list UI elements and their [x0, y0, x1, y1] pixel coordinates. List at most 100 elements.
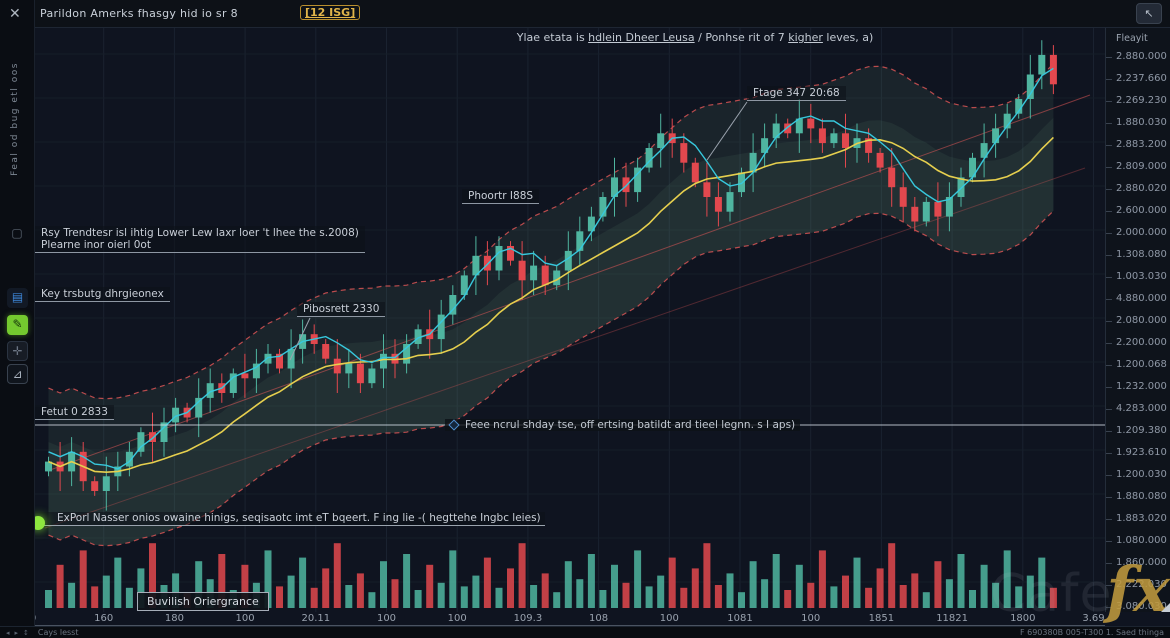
price-tick: [1106, 563, 1112, 564]
price-tick: [1106, 57, 1112, 58]
price-tick: [1106, 123, 1112, 124]
price-tick-label: 4.283.000: [1116, 403, 1167, 414]
price-tick: [1106, 189, 1112, 190]
price-tick-label: 2.080.000: [1116, 315, 1167, 326]
time-axis[interactable]: 016018010020.11100100109.310810010811001…: [30, 612, 1105, 626]
footer-prev-icon[interactable]: ◂: [6, 628, 10, 637]
price-axis-header: Fleayit: [1116, 33, 1148, 44]
price-tick-label: 2.200.000: [1116, 337, 1167, 348]
price-tick-label: 2.269.230: [1116, 95, 1167, 106]
footer-left-label: Cays lesst: [37, 628, 79, 637]
price-tick: [1106, 233, 1112, 234]
time-tick-label: 180: [164, 613, 184, 624]
price-tick: [1106, 607, 1112, 608]
price-tick-label: 1.200.068: [1116, 359, 1167, 370]
price-tick: [1106, 497, 1112, 498]
close-icon[interactable]: ✕: [9, 6, 21, 22]
price-tick: [1106, 343, 1112, 344]
time-tick-label: 100: [659, 613, 679, 624]
footer-right-label: F 690380B 005-T300 1. Saed thinga: [1019, 628, 1164, 637]
price-tick: [1106, 519, 1112, 520]
time-tick-label: 160: [94, 613, 114, 624]
price-tick-label: 2.880.020: [1116, 183, 1167, 194]
top-banner-annotation: Ylae etata is hdlein Dheer Leusa / Ponhs…: [516, 31, 874, 44]
hline-note-annotation: Feee ncrul shday tse, off ertsing batild…: [445, 419, 801, 431]
price-tick: [1106, 299, 1112, 300]
price-tick-label: 3.080.030: [1116, 601, 1167, 612]
price-tick-label: 1.209.380: [1116, 425, 1167, 436]
trend-note-annotation: Rsy Trendtesr isl ihtig Lower Lew laxr l…: [35, 226, 365, 253]
price-tick: [1106, 387, 1112, 388]
title-bar: Parildon Amerks fhasgy hid io sr 8 [12 I…: [0, 0, 1170, 28]
draw-green-tool-icon[interactable]: ✎: [7, 315, 28, 335]
resize-corner[interactable]: [1161, 603, 1170, 612]
price-tick-label: 2.809.000: [1116, 161, 1167, 172]
time-tick-label: 100: [801, 613, 821, 624]
price-tick: [1106, 255, 1112, 256]
price-tick-label: 2.222.030: [1116, 579, 1167, 590]
price-tick-label: 2.237.660: [1116, 73, 1167, 84]
add-tool-icon[interactable]: ✛: [7, 341, 28, 361]
window-title: Parildon Amerks fhasgy hid io sr 8: [40, 7, 238, 20]
fetut-label-annotation: Fetut 0 2833: [35, 405, 114, 420]
title-badge[interactable]: [12 ISG]: [300, 5, 361, 20]
price-tick-label: 2.883.200: [1116, 139, 1167, 150]
pivot-label-annotation: Phoortr I88S: [462, 189, 540, 204]
price-tick: [1106, 79, 1112, 80]
time-tick-label: 109.3: [513, 613, 543, 624]
price-tick-label: 1.080.000: [1116, 535, 1167, 546]
price-tick-label: 1.003.030: [1116, 271, 1167, 282]
chart-blue-tool-icon[interactable]: ▤: [7, 288, 28, 308]
chart-region: Ylae etata is hdlein Dheer Leusa / Ponhs…: [30, 28, 1170, 626]
entry-note-annotation: ExPorl Nasser onios owaine hinigs, seqis…: [35, 512, 545, 526]
ftage-label-annotation: Ftage 347 20:68: [747, 86, 846, 101]
price-tick: [1106, 453, 1112, 454]
footer-scale-icon[interactable]: ↕: [23, 628, 29, 637]
time-tick-label: 108: [589, 613, 609, 624]
price-tick-label: 4.880.000: [1116, 293, 1167, 304]
pointer-tool-button[interactable]: ↖: [1136, 3, 1162, 24]
price-tick: [1106, 101, 1112, 102]
price-tick: [1106, 431, 1112, 432]
time-tick-label: 100: [235, 613, 255, 624]
time-tick-label: 3.69: [1082, 613, 1105, 624]
footer-next-icon[interactable]: ▸: [14, 628, 19, 637]
bullish-divergence-label: Buvilish Oriergrance: [137, 592, 269, 611]
price-tick-label: 1.880.080: [1116, 491, 1167, 502]
price-tick: [1106, 541, 1112, 542]
price-tick: [1106, 145, 1112, 146]
price-tick-label: 1.860.000: [1116, 557, 1167, 568]
price-tick: [1106, 475, 1112, 476]
note-tool-icon[interactable]: ▢: [11, 226, 23, 240]
price-tick: [1106, 277, 1112, 278]
price-tick-label: 2.880.000: [1116, 51, 1167, 62]
ruler-tool-icon[interactable]: ⊿: [7, 364, 28, 384]
price-tick: [1106, 211, 1112, 212]
status-bar: ◂ ▸ ↕ Cays lesst F 690380B 005-T300 1. S…: [0, 626, 1170, 638]
price-tick-label: 1.200.030: [1116, 469, 1167, 480]
price-tick-label: 2.000.000: [1116, 227, 1167, 238]
price-axis[interactable]: Fleayit 2.880.000 2.237.660 2.269.230 1.880…: [1105, 28, 1170, 612]
time-tick-label: 11821: [936, 613, 968, 624]
sidebar-vertical-label: Feal od bug etl oos: [10, 62, 20, 176]
price-tick: [1106, 167, 1112, 168]
price-tick-label: 1.923.610: [1116, 447, 1167, 458]
price-tick: [1106, 409, 1112, 410]
price-tick: [1106, 585, 1112, 586]
pibos-label-annotation: Pibosrett 2330: [297, 302, 386, 317]
time-tick-label: 1851: [868, 613, 895, 624]
price-tick-label: 2.600.000: [1116, 205, 1167, 216]
price-tick: [1106, 321, 1112, 322]
diamond-marker-icon: [448, 419, 460, 431]
price-tick-label: 1.880.030: [1116, 117, 1167, 128]
time-tick-label: 1800: [1010, 613, 1036, 624]
price-tick-label: 1.308.080: [1116, 249, 1167, 260]
time-tick-label: 100: [376, 613, 397, 624]
time-tick-label: 20.11: [301, 613, 331, 624]
time-tick-label: 1081: [727, 613, 753, 624]
price-tick-label: 1.232.000: [1116, 381, 1167, 392]
time-tick-label: 100: [447, 613, 467, 624]
price-tick: [1106, 365, 1112, 366]
price-chart[interactable]: [35, 28, 1105, 612]
